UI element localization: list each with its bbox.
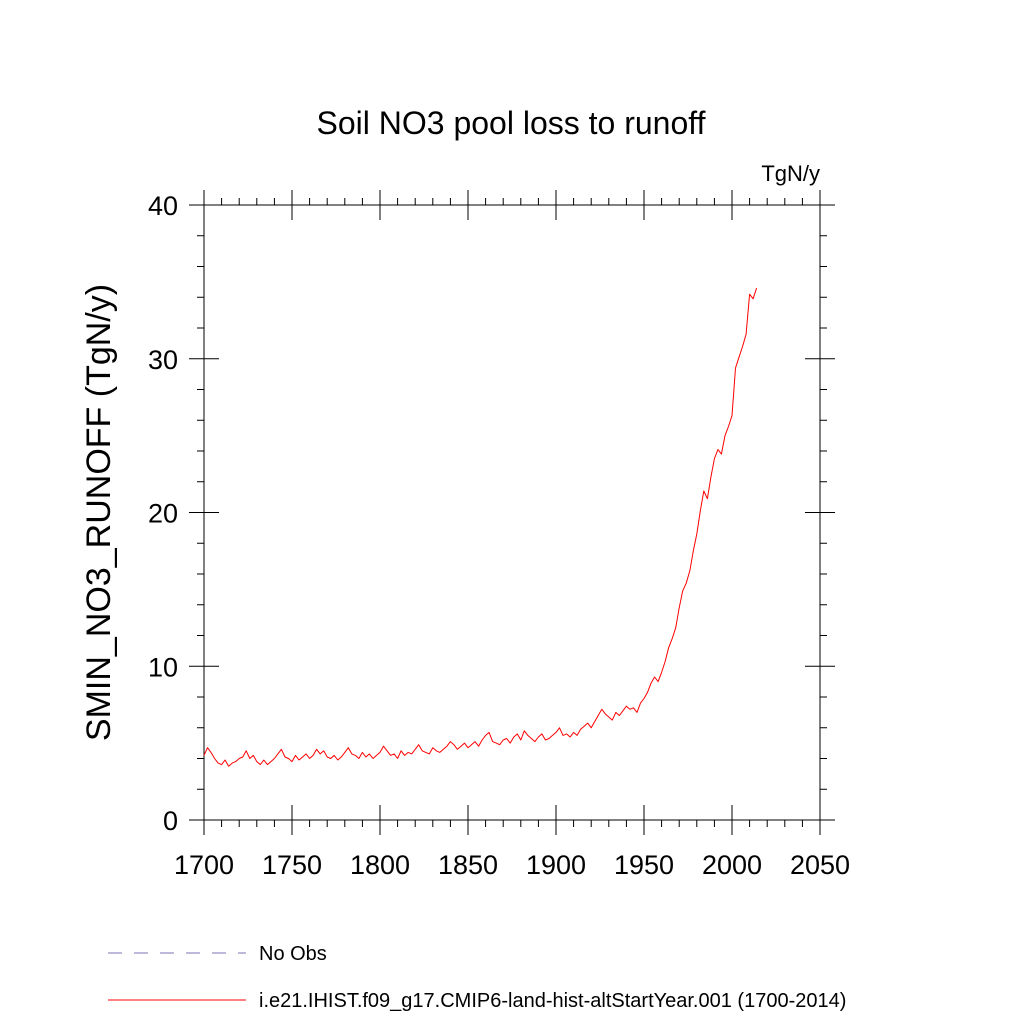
x-tick-label: 1750	[262, 850, 322, 880]
series-group	[203, 287, 758, 767]
legend: No Obs i.e21.IHIST.f09_g17.CMIP6-land-hi…	[108, 943, 846, 1012]
y-axis-tick-labels: 0 10 20 30 40	[148, 191, 178, 836]
legend-label-no-obs: No Obs	[259, 943, 327, 965]
y-tick-label: 30	[148, 345, 178, 375]
x-tick-label: 2050	[790, 850, 850, 880]
series-line-0	[203, 287, 758, 767]
legend-label-model-run: i.e21.IHIST.f09_g17.CMIP6-land-hist-altS…	[259, 990, 846, 1012]
x-tick-label: 1700	[174, 850, 234, 880]
x-tick-label: 1800	[350, 850, 410, 880]
chart-title: Soil NO3 pool loss to runoff	[317, 105, 706, 141]
units-label: TgN/y	[761, 161, 820, 186]
y-axis-label: SMIN_NO3_RUNOFF (TgN/y)	[80, 284, 118, 741]
x-tick-label: 1850	[438, 850, 498, 880]
y-tick-label: 20	[148, 499, 178, 529]
x-axis-ticks	[203, 190, 821, 835]
x-tick-label: 2000	[702, 850, 762, 880]
y-tick-label: 10	[148, 652, 178, 682]
plot-area	[203, 204, 821, 821]
y-axis-ticks	[189, 204, 835, 821]
y-tick-label: 0	[163, 806, 178, 836]
x-tick-label: 1900	[526, 850, 586, 880]
y-tick-label: 40	[148, 191, 178, 221]
plot-frame	[203, 204, 821, 821]
x-axis-tick-labels: 1700 1750 1800 1850 1900 1950 2000 2050	[174, 850, 850, 880]
x-tick-label: 1950	[614, 850, 674, 880]
